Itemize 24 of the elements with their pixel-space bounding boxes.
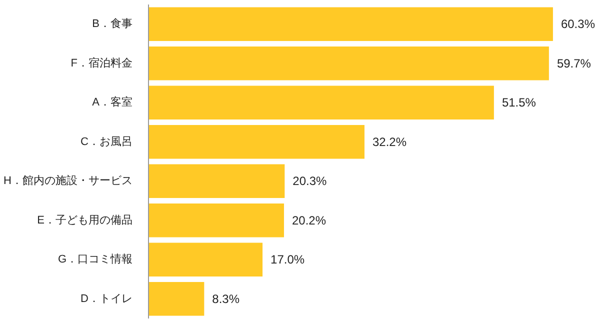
bar <box>148 46 549 80</box>
data-label: 17.0% <box>270 252 305 267</box>
data-label: 51.5% <box>502 96 536 110</box>
data-label: 32.2% <box>372 134 407 149</box>
bar <box>148 282 204 316</box>
data-label: 8.3% <box>212 292 240 306</box>
bar <box>148 124 364 159</box>
y-tick-label: A．客室 <box>92 96 133 109</box>
bar <box>148 7 553 42</box>
y-tick-label: G．口コミ情報 <box>58 252 133 266</box>
data-label: 20.2% <box>292 213 326 228</box>
y-tick-label: E．子ども用の備品 <box>37 214 133 226</box>
bar <box>148 203 284 238</box>
bar <box>148 242 263 277</box>
y-tick-label: C．お風呂 <box>80 136 133 148</box>
y-tick-label: D．トイレ <box>80 292 133 305</box>
data-label: 60.3% <box>560 17 596 32</box>
data-label: 20.3% <box>292 174 328 188</box>
y-tick-label: B．食事 <box>92 17 133 30</box>
y-tick-label: H．館内の施設・サービス <box>4 174 133 188</box>
bar <box>148 86 494 120</box>
bar <box>148 164 285 198</box>
data-label: 59.7% <box>556 56 592 70</box>
y-tick-label: F．宿泊料金 <box>70 56 133 70</box>
